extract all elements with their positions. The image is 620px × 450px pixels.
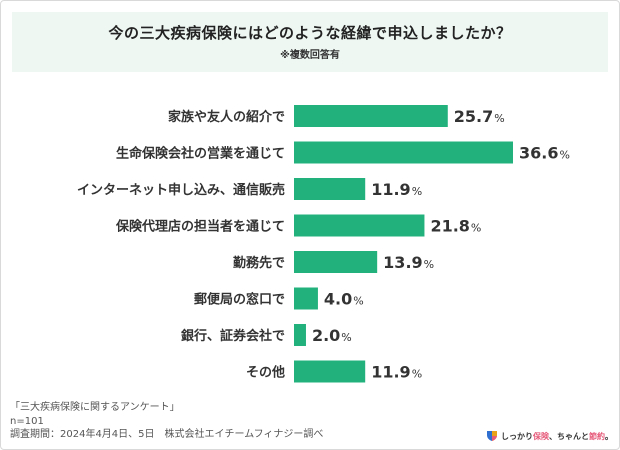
value-label: 36.6% [519, 144, 570, 163]
brand-text-1: しっかり [501, 431, 533, 441]
chart-title: 今の三大疾病保険にはどのような経緯で申込しましたか？ [108, 24, 512, 42]
value-label: 11.9% [371, 180, 422, 199]
category-label: 保険代理店の担当者を通じて [115, 219, 285, 235]
category-label: その他 [246, 365, 285, 381]
value-label: 25.7% [454, 107, 505, 126]
category-label: 勤務先で [233, 255, 285, 271]
footer: 「三大疾病保険に関するアンケート」 n=101 調査期間：2024年4月4日、5… [10, 401, 323, 442]
bar [294, 105, 448, 127]
bar [294, 324, 306, 346]
brand-logo: しっかり 保険 、ちゃんと 節約。 [486, 428, 613, 444]
brand-text-accent-2: 節約 [589, 431, 605, 441]
category-label: 銀行、証券会社で [181, 328, 285, 344]
value-label: 11.9% [371, 363, 422, 382]
bar [294, 287, 318, 310]
sample-size: n=101 [10, 415, 44, 427]
value-label: 2.0% [312, 326, 352, 345]
chart-subtitle: ※複数回答有 [280, 50, 340, 61]
brand-text-accent-1: 保険 [533, 431, 549, 441]
bar [294, 360, 366, 383]
category-label: 生命保険会社の営業を通じて [116, 146, 285, 162]
value-label: 13.9% [383, 253, 434, 272]
value-label: 21.8% [430, 217, 481, 236]
category-label: インターネット申し込み、通信販売 [77, 182, 285, 198]
bar [294, 251, 378, 273]
survey-period: 調査期間：2024年4月4日、5日 株式会社エイチームフィナジー調べ [10, 429, 324, 440]
brand-text-2: 、ちゃんと [549, 431, 589, 441]
survey-name: 「三大疾病保険に関するアンケート」 [10, 402, 180, 413]
category-label: 郵便局の窓口で [194, 292, 285, 308]
brand-text-3: 。 [605, 431, 613, 441]
title-box: 今の三大疾病保険にはどのような経緯で申込しましたか？ ※複数回答有 [12, 12, 608, 72]
bar [294, 178, 366, 200]
category-label: 家族や友人の紹介で [168, 109, 285, 125]
bar [294, 214, 425, 237]
bar [294, 141, 513, 164]
value-label: 4.0% [324, 290, 364, 309]
shield-logo-icon [487, 431, 497, 441]
